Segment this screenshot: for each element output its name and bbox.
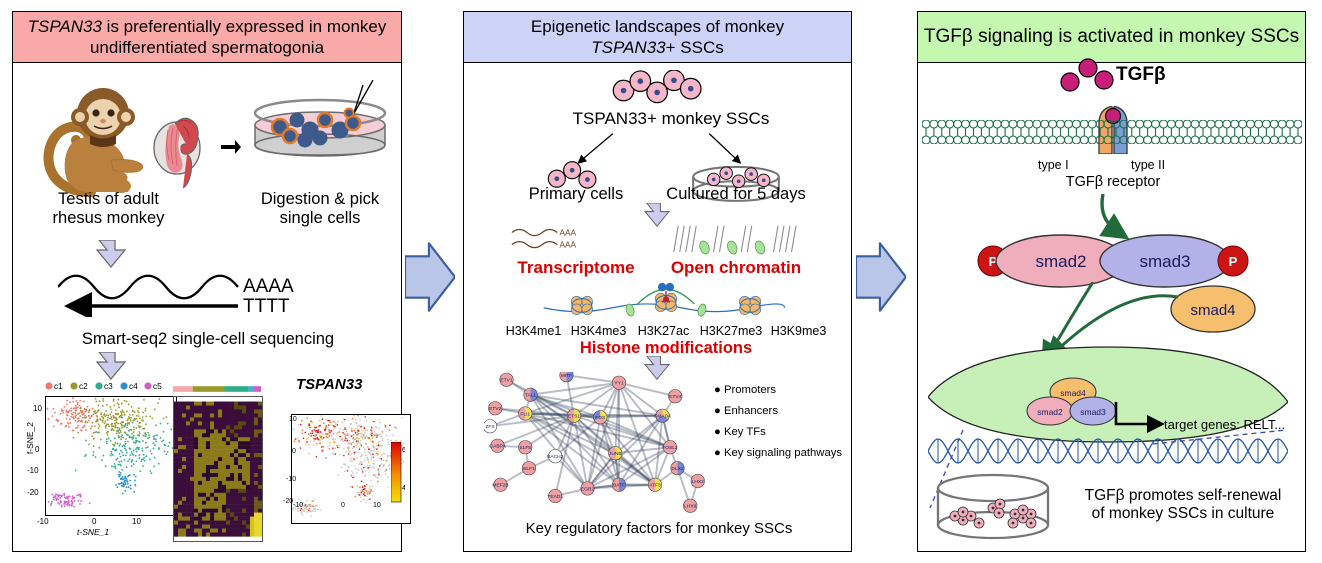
svg-text:LHX9: LHX9: [684, 504, 696, 510]
svg-text:smad2: smad2: [1035, 252, 1086, 271]
svg-text:TEAD1: TEAD1: [547, 494, 563, 500]
svg-text:ETV4: ETV4: [669, 394, 681, 400]
svg-text:DLX2: DLX2: [671, 466, 683, 472]
svg-text:6: 6: [402, 447, 405, 454]
svg-text:smad2: smad2: [1037, 407, 1063, 417]
svg-text:TAL1: TAL1: [525, 393, 537, 399]
svg-text:c1: c1: [54, 381, 63, 391]
svg-text:FOS: FOS: [595, 415, 606, 421]
svg-text:c4: c4: [129, 381, 138, 391]
svg-text:FOSL2: FOSL2: [662, 445, 678, 451]
svg-text:MITF: MITF: [561, 373, 572, 379]
svg-text:AAA: AAA: [559, 228, 576, 238]
svg-text:ETV2: ETV2: [489, 406, 501, 412]
svg-text:ELF1: ELF1: [523, 466, 535, 472]
svg-text:AAAA: AAAA: [243, 276, 294, 297]
svg-text:JUNB: JUNB: [609, 451, 622, 457]
svg-text:smad3: smad3: [1139, 252, 1190, 271]
svg-text:EGR2: EGR2: [581, 486, 595, 492]
svg-text:ETS1: ETS1: [568, 414, 580, 420]
svg-text:c5: c5: [153, 381, 162, 391]
svg-text:c2: c2: [79, 381, 88, 391]
svg-text:MEF2B: MEF2B: [492, 483, 508, 489]
svg-text:P: P: [1229, 254, 1238, 269]
svg-text:4: 4: [402, 485, 405, 492]
svg-text:BATF: BATF: [613, 483, 625, 489]
svg-text:ELF5: ELF5: [519, 445, 531, 451]
svg-text:smad4: smad4: [1060, 388, 1086, 398]
svg-text:LHX2: LHX2: [692, 479, 704, 485]
svg-text:SMAD4: SMAD4: [654, 414, 671, 420]
svg-text:ETV1: ETV1: [500, 378, 512, 384]
svg-text:YY1: YY1: [614, 381, 623, 387]
svg-text:BACH2: BACH2: [547, 454, 564, 460]
svg-text:ATF3: ATF3: [649, 483, 661, 489]
svg-text:smad3: smad3: [1080, 407, 1106, 417]
svg-text:AAA: AAA: [559, 240, 576, 250]
svg-text:smad4: smad4: [1190, 302, 1235, 319]
svg-text:TTTT: TTTT: [243, 296, 290, 317]
svg-text:TGFβ: TGFβ: [1116, 64, 1166, 85]
svg-text:FLI1: FLI1: [520, 411, 530, 417]
svg-text:c3: c3: [104, 381, 113, 391]
svg-text:GABPA: GABPA: [489, 444, 506, 450]
svg-text:ZFX: ZFX: [485, 424, 495, 430]
